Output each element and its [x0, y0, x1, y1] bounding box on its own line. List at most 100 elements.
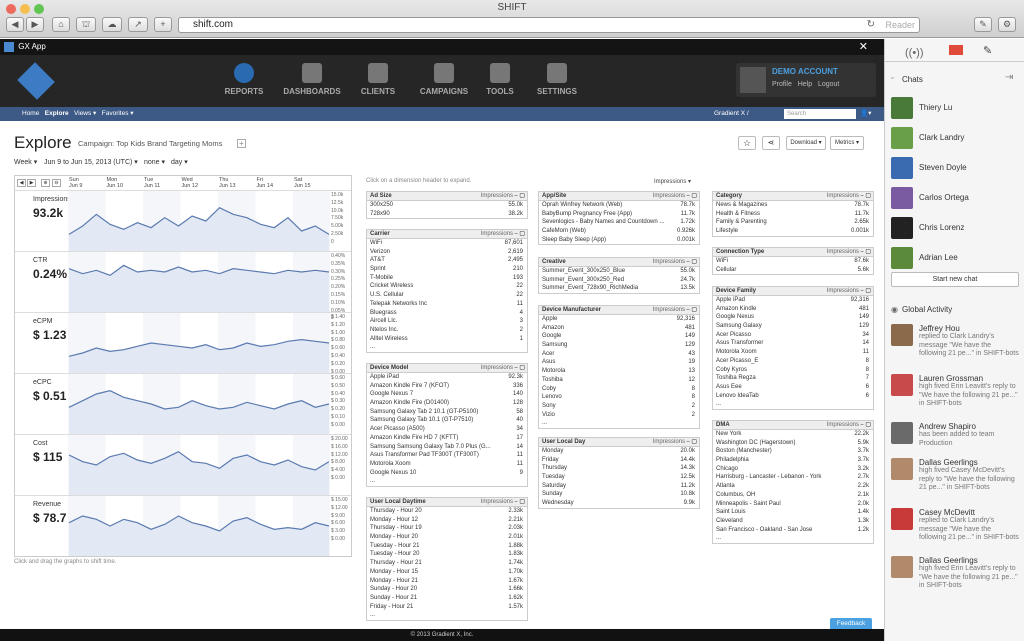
nav-item-clients[interactable]: CLIENTS: [348, 63, 408, 96]
panel-header[interactable]: Creative Impressions – ▢: [539, 258, 699, 267]
panel-row[interactable]: Samsung 129: [539, 341, 699, 350]
activity-name[interactable]: Dallas Geerlings: [919, 556, 978, 565]
graph-row[interactable]: Revenue $ 78.7 $ 15.00 $ 12.00 $ 9.00 $ 6.00 $…: [15, 495, 351, 556]
activity-item[interactable]: Dallas Geerlings high fived Casey McDevit…: [891, 458, 1021, 502]
panel-metric-label[interactable]: Impressions: [652, 439, 685, 445]
panel-row[interactable]: Toshiba Regza 7: [713, 374, 873, 383]
panel-row[interactable]: Thursday - Hour 20 2.33k: [367, 507, 527, 516]
panel-row[interactable]: Tuesday - Hour 21 1.88k: [367, 542, 527, 551]
activity-item[interactable]: Lauren Grossman high fived Erin Leavitt's…: [891, 374, 1021, 418]
more-link[interactable]: ...: [370, 344, 376, 351]
profile-link[interactable]: Profile: [772, 81, 792, 88]
panel-row[interactable]: Apple iPad 92.3k: [367, 373, 527, 382]
panel-row[interactable]: Lifestyle 0.001k: [713, 227, 873, 236]
back-button[interactable]: ◀: [6, 17, 24, 32]
activity-name[interactable]: Lauren Grossman: [919, 374, 984, 383]
panel-row[interactable]: Acer 43: [539, 350, 699, 359]
more-link[interactable]: ...: [716, 401, 722, 408]
zoom-in-icon[interactable]: ⊕: [41, 179, 50, 187]
panel-row[interactable]: Summer_Event_300x250_Red 24.7k: [539, 276, 699, 285]
mail-icon[interactable]: [949, 45, 963, 55]
add-campaign-button[interactable]: +: [237, 139, 246, 148]
panel-title[interactable]: Device Family: [716, 288, 757, 294]
panel-row[interactable]: Asus Transformer 14: [713, 339, 873, 348]
download-button[interactable]: Download ▾: [786, 136, 826, 150]
panel-header[interactable]: DMA Impressions – ▢: [713, 421, 873, 430]
panel-row[interactable]: Samsung Samsung Galaxy Tab 7.0 Plus (G..…: [367, 443, 527, 452]
subnav-views[interactable]: Views ▾: [74, 110, 97, 117]
panel-row[interactable]: Summer_Event_300x250_Blue 55.0k: [539, 267, 699, 276]
panel-row[interactable]: Google Nexus 7 140: [367, 390, 527, 399]
panel-controls-icon[interactable]: – ▢: [860, 422, 871, 428]
panel-metric-label[interactable]: Impressions: [480, 499, 513, 505]
panel-row[interactable]: Acer Picasso (A500) 34: [367, 425, 527, 434]
panel-row[interactable]: Telepak Networks Inc 11: [367, 300, 527, 309]
edit-button[interactable]: ✎: [974, 17, 992, 32]
panel-row[interactable]: Motorola Xoom 11: [367, 460, 527, 469]
search-input[interactable]: Search: [784, 109, 856, 119]
panel-title[interactable]: App/Site: [542, 193, 567, 199]
panel-header[interactable]: Device Model Impressions – ▢: [367, 364, 527, 373]
panel-header[interactable]: Carrier Impressions – ▢: [367, 230, 527, 239]
panel-row[interactable]: Acer Picasso 34: [713, 331, 873, 340]
nav-item-reports[interactable]: REPORTS: [214, 63, 274, 96]
graph-row[interactable]: eCPM $ 1.23 $ 1.40 $ 1.20 $ 1.00 $ 0.80 $ 0.60…: [15, 312, 351, 375]
graph-area[interactable]: ◀ ▶ ⊕ ⊖ Sun Jun 9 Mon Jun 10 Tue Jun 11 Wed Jun…: [14, 175, 352, 557]
user-menu-icon[interactable]: 👤▾: [860, 110, 872, 117]
broadcast-icon[interactable]: ((•)): [905, 47, 924, 59]
popout-icon[interactable]: ⇥: [1005, 72, 1014, 83]
campaign-label[interactable]: Campaign: Top Kids Brand Targeting Moms: [78, 139, 223, 148]
panel-row[interactable]: Samsung Galaxy 129: [713, 322, 873, 331]
panel-controls-icon[interactable]: – ▢: [514, 193, 525, 199]
panel-header[interactable]: Category Impressions – ▢: [713, 192, 873, 201]
panel-title[interactable]: DMA: [716, 422, 730, 428]
panel-row[interactable]: 728x90 38.2k: [367, 210, 527, 219]
panel-row[interactable]: Alltel Wireless 1: [367, 335, 527, 344]
panel-title[interactable]: Category: [716, 193, 743, 199]
panel-controls-icon[interactable]: – ▢: [686, 259, 697, 265]
graph-row[interactable]: Cost $ 115 $ 20.00 $ 16.00 $ 12.00 $ 8.00 $ 4.…: [15, 434, 351, 495]
help-link[interactable]: Help: [797, 81, 813, 88]
panel-row[interactable]: Ntelos Inc. 2: [367, 326, 527, 335]
panel-metric-label[interactable]: Impressions: [480, 193, 513, 199]
more-link[interactable]: ...: [370, 612, 376, 619]
subnav-favorites[interactable]: Favorites ▾: [101, 110, 134, 117]
panel-row[interactable]: Samsung Galaxy Tab 10.1 (GT-P7510) 40: [367, 416, 527, 425]
panel-header[interactable]: User Local Daytime Impressions – ▢: [367, 498, 527, 507]
panel-metric-label[interactable]: Impressions: [826, 249, 859, 255]
panel-row[interactable]: WiFi 87.6k: [713, 257, 873, 266]
panel-title[interactable]: User Local Day: [542, 439, 586, 445]
panel-row[interactable]: Philadelphia 3.7k: [713, 456, 873, 465]
panel-row[interactable]: Cellular 5.6k: [713, 266, 873, 275]
panel-row[interactable]: Google Nexus 10 9: [367, 469, 527, 478]
graph-row[interactable]: eCPC $ 0.51 $ 0.60 $ 0.50 $ 0.40 $ 0.30 $ 0.20…: [15, 373, 351, 434]
activity-name[interactable]: Dallas Geerlings: [919, 458, 978, 467]
share-button[interactable]: ⋖: [762, 136, 780, 150]
panel-metric-label[interactable]: Impressions: [652, 259, 685, 265]
panel-row[interactable]: Samsung Galaxy Tab 2 10.1 (GT-P5100) 58: [367, 408, 527, 417]
panel-controls-icon[interactable]: – ▢: [686, 307, 697, 313]
panel-row[interactable]: Amazon Kindle Fire 7 (KFOT) 336: [367, 382, 527, 391]
brand-logo[interactable]: [17, 62, 55, 100]
panel-row[interactable]: CafeMom (Web) 0.926k: [539, 227, 699, 236]
compare-selector[interactable]: none ▾: [144, 159, 166, 166]
metric-chart[interactable]: [68, 496, 330, 556]
panel-row[interactable]: Coby Kyros 8: [713, 366, 873, 375]
panel-row[interactable]: Motorola Xoom 11: [713, 348, 873, 357]
url-field[interactable]: shift.com ↻ Reader: [178, 17, 920, 33]
graph-row[interactable]: Impressions 93.2k 15.0k 12.5k 10.0k 7.50k 5.00…: [15, 190, 351, 251]
panel-metric-label[interactable]: Impressions: [480, 365, 513, 371]
panel-row[interactable]: Lenovo IdeaTab 6: [713, 392, 873, 401]
panel-metric-label[interactable]: Impressions: [826, 193, 859, 199]
panel-row[interactable]: Apple iPad 92,316: [713, 296, 873, 305]
panel-header[interactable]: Device Family Impressions – ▢: [713, 287, 873, 296]
panel-row[interactable]: Apple 92,316: [539, 315, 699, 324]
zoom-out-icon[interactable]: ⊖: [52, 179, 61, 187]
activity-name[interactable]: Jeffrey Hou: [919, 324, 960, 333]
panel-metric-label[interactable]: Impressions: [826, 288, 859, 294]
metric-chart[interactable]: [68, 191, 330, 251]
reader-button[interactable]: Reader: [885, 20, 915, 30]
panel-row[interactable]: Vizio 2: [539, 411, 699, 420]
panel-row[interactable]: Saint Louis 1.4k: [713, 508, 873, 517]
panel-controls-icon[interactable]: – ▢: [860, 193, 871, 199]
